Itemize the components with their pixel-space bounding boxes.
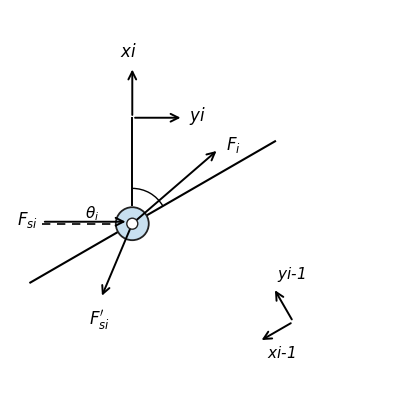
Circle shape <box>127 218 138 229</box>
Text: $yi$-1: $yi$-1 <box>277 265 306 284</box>
Text: $xi$-1: $xi$-1 <box>267 345 296 362</box>
Text: $F_i$: $F_i$ <box>226 135 241 155</box>
Text: $\theta_i$: $\theta_i$ <box>85 205 99 223</box>
Text: $F_{si}$: $F_{si}$ <box>17 210 38 230</box>
Text: $yi$: $yi$ <box>189 105 206 127</box>
Circle shape <box>116 207 149 240</box>
Text: $xi$: $xi$ <box>120 43 137 61</box>
Text: $F_{si}^{\prime}$: $F_{si}^{\prime}$ <box>88 308 109 332</box>
